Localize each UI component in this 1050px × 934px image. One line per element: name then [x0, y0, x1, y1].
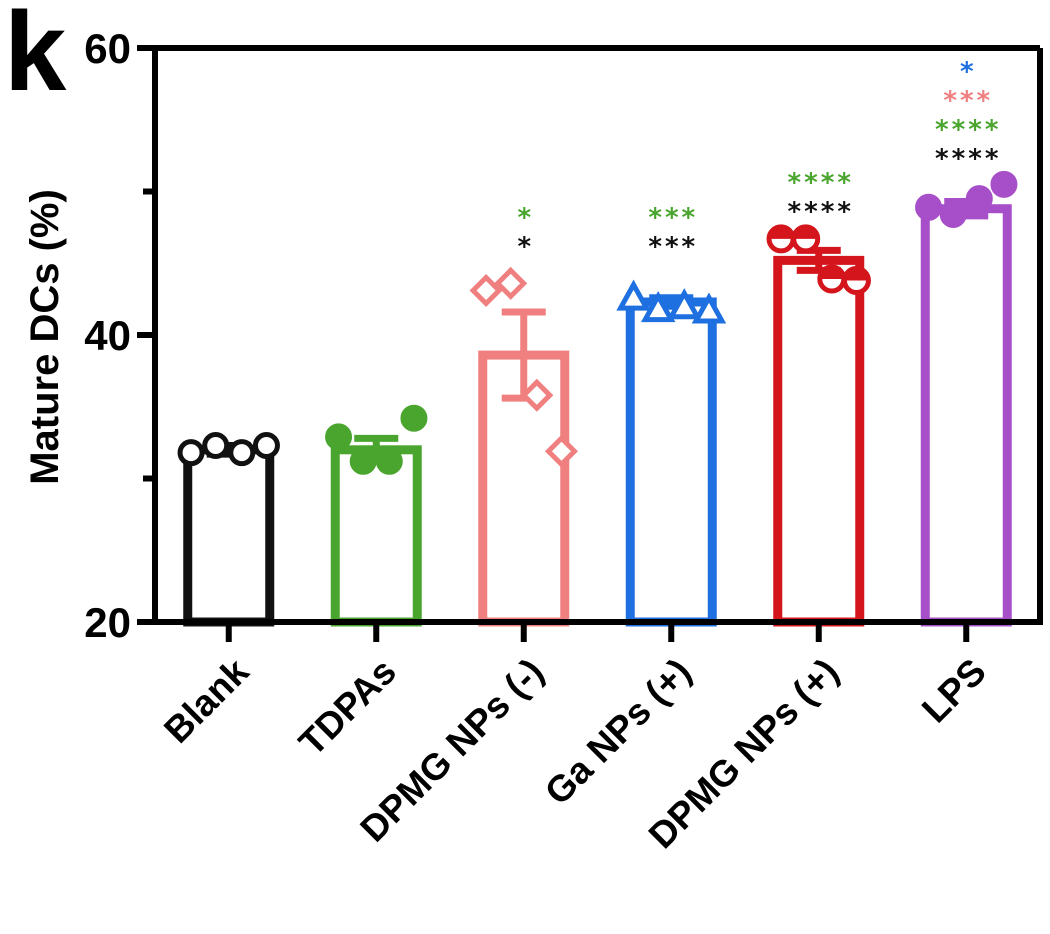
bar: [773, 255, 865, 627]
significance-stars: ***: [648, 203, 698, 233]
data-point: [544, 434, 578, 468]
significance-layer: ****************************: [517, 57, 1001, 262]
bar: [183, 445, 275, 627]
y-tick-label: 20: [84, 599, 131, 646]
data-point: [252, 431, 280, 459]
x-tick-label: Ga NPs (+): [537, 651, 699, 813]
significance-stars: *: [517, 203, 534, 233]
data-point: [400, 404, 428, 432]
data-point: [939, 200, 967, 228]
significance-stars: ***: [943, 86, 993, 116]
data-point: [202, 431, 230, 459]
x-tick-label: LPS: [914, 651, 994, 731]
bar: [920, 204, 1012, 627]
significance-stars: ****: [935, 115, 1001, 145]
y-tick-label: 40: [84, 312, 131, 359]
data-point: [616, 279, 651, 311]
data-point-half: [769, 226, 794, 239]
bar: [625, 297, 717, 627]
bars-layer: [183, 198, 1012, 627]
data-point: [990, 170, 1018, 198]
data-point: [228, 439, 256, 467]
data-point: [667, 288, 702, 320]
x-tick-label: Blank: [156, 650, 257, 751]
y-axis-title: Mature DCs (%): [23, 189, 67, 485]
data-point: [520, 378, 554, 412]
significance-stars: ***: [648, 232, 698, 262]
data-point: [494, 266, 528, 300]
data-point: [349, 447, 377, 475]
points-layer: [177, 170, 1018, 475]
data-point: [965, 185, 993, 213]
panel-label: k: [4, 0, 67, 114]
significance-stars: *: [517, 232, 534, 262]
bar: [330, 445, 422, 627]
significance-stars: ****: [788, 168, 854, 198]
data-point: [375, 447, 403, 475]
significance-stars: ****: [788, 197, 854, 227]
data-point: [691, 292, 727, 324]
data-point: [469, 273, 503, 308]
x-tick-label: TDPAs: [291, 651, 404, 764]
significance-stars: *: [960, 57, 977, 87]
data-point: [640, 291, 676, 323]
data-point: [325, 423, 353, 451]
data-point: [177, 439, 205, 467]
data-point-half: [793, 226, 818, 239]
significance-stars: ****: [935, 144, 1001, 174]
y-tick-label: 60: [84, 25, 131, 72]
data-point-half: [844, 268, 869, 281]
data-point: [915, 193, 943, 221]
data-point-half: [819, 267, 844, 280]
